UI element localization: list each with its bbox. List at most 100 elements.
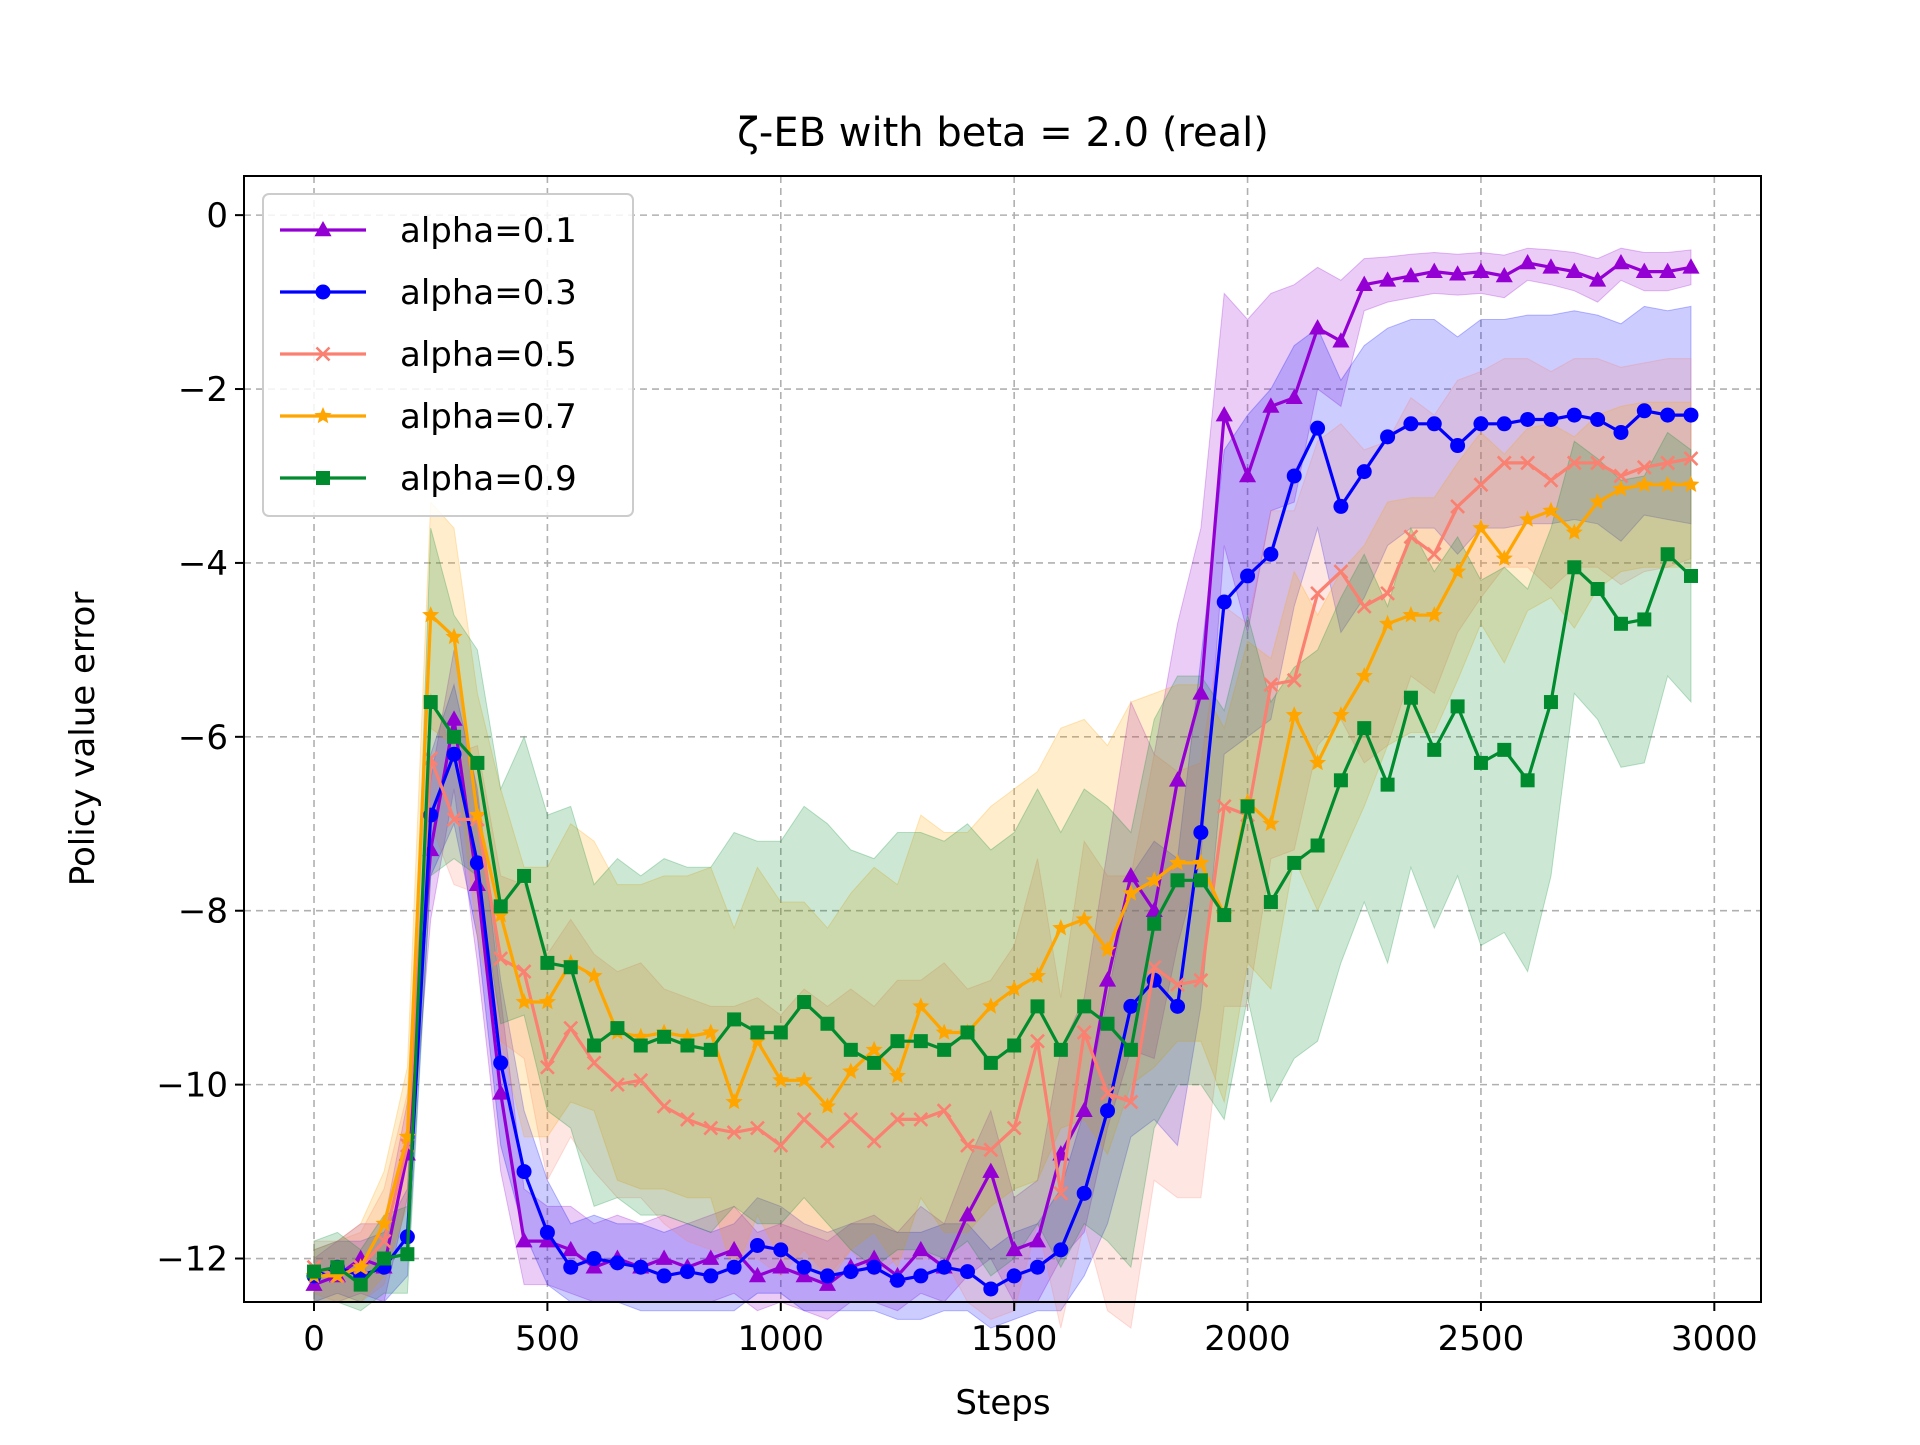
data-point — [818, 1097, 836, 1114]
data-point — [1566, 407, 1582, 423]
legend: alpha=0.1 alpha=0.3 alpha=0.5 alpha=0.7 alph… — [262, 193, 634, 517]
data-point — [936, 1259, 952, 1275]
data-point — [1449, 562, 1467, 579]
data-point — [587, 1038, 602, 1053]
data-point — [1613, 425, 1629, 441]
data-point — [1215, 406, 1233, 422]
data-point — [1077, 999, 1092, 1014]
data-point — [1425, 262, 1443, 278]
data-point — [1402, 606, 1420, 623]
data-point — [773, 1242, 789, 1258]
data-point — [1473, 477, 1489, 493]
data-point — [936, 1103, 952, 1119]
data-point — [1402, 266, 1420, 283]
y-tick-label: −6 — [178, 718, 228, 758]
data-point — [1542, 501, 1560, 518]
data-point — [1380, 429, 1396, 445]
data-point — [1403, 529, 1419, 545]
data-point — [447, 729, 462, 744]
series-2 — [306, 403, 1699, 1297]
data-point — [1520, 773, 1535, 788]
data-point — [493, 899, 508, 914]
data-point — [1682, 475, 1700, 492]
confidence-band-4 — [313, 401, 1692, 1303]
data-point — [1635, 262, 1653, 278]
data-point — [633, 1038, 648, 1053]
data-point — [422, 606, 440, 623]
data-point — [1285, 388, 1303, 405]
data-point — [982, 997, 1000, 1014]
data-point — [1660, 455, 1676, 471]
data-point — [1170, 873, 1185, 888]
data-point — [1217, 908, 1232, 923]
data-point — [1122, 866, 1140, 883]
data-point — [376, 1233, 392, 1249]
data-point — [913, 1034, 928, 1049]
data-point — [1542, 258, 1560, 274]
data-point — [1030, 1033, 1045, 1049]
data-point — [1076, 1025, 1092, 1040]
data-point — [1263, 546, 1279, 562]
data-point — [797, 995, 812, 1010]
data-point — [1169, 853, 1187, 871]
data-point — [375, 1214, 393, 1231]
y-tick-label: 0 — [206, 196, 228, 236]
x-tick-label: 2500 — [1438, 1319, 1525, 1359]
data-point — [1543, 695, 1558, 710]
data-point — [1005, 1240, 1023, 1257]
legend-marker — [314, 221, 332, 237]
data-point — [1473, 416, 1489, 432]
data-point — [842, 1062, 860, 1079]
data-point — [1240, 799, 1255, 814]
data-point — [586, 1055, 602, 1071]
data-point — [586, 1251, 602, 1267]
data-point — [982, 1162, 1000, 1178]
data-point — [1520, 455, 1536, 471]
data-point — [1567, 560, 1582, 575]
data-point — [960, 1138, 975, 1153]
data-point — [377, 1251, 392, 1266]
legend-marker — [314, 407, 332, 424]
data-point — [1565, 523, 1583, 540]
data-point — [400, 1247, 415, 1262]
data-point — [819, 1268, 835, 1284]
data-point — [1589, 271, 1607, 287]
data-point — [633, 1072, 649, 1088]
data-point — [1425, 606, 1443, 623]
data-point — [702, 1023, 720, 1040]
data-point — [1379, 614, 1397, 632]
data-point — [1380, 585, 1395, 601]
x-tick-label: 1500 — [971, 1319, 1058, 1359]
data-point — [772, 1071, 790, 1088]
data-point — [1426, 416, 1442, 432]
data-point — [1613, 468, 1629, 484]
data-point — [1053, 1185, 1069, 1201]
data-point — [493, 1055, 509, 1071]
data-point — [1659, 475, 1677, 492]
data-point — [725, 1093, 743, 1110]
data-point — [423, 695, 438, 710]
data-point — [867, 1055, 882, 1070]
data-point — [1193, 873, 1208, 888]
data-point — [890, 1111, 905, 1127]
data-point — [679, 1264, 695, 1280]
data-point — [935, 1023, 953, 1040]
data-point — [1660, 547, 1675, 562]
data-point — [750, 1120, 765, 1136]
data-point — [1683, 451, 1699, 467]
data-point — [352, 1258, 370, 1275]
data-point — [516, 964, 532, 980]
data-point — [1403, 416, 1419, 432]
legend-marker — [315, 284, 331, 300]
data-point — [563, 1020, 579, 1036]
data-point — [656, 1268, 672, 1284]
y-axis-label: Policy value error — [63, 592, 103, 887]
data-point — [1028, 966, 1047, 984]
legend-item: alpha=0.3 — [280, 273, 577, 313]
data-point — [773, 1025, 788, 1040]
data-point — [703, 1042, 718, 1057]
data-point — [1310, 420, 1326, 436]
data-point — [1028, 1232, 1047, 1248]
data-point — [515, 993, 533, 1010]
data-point — [726, 1125, 742, 1140]
